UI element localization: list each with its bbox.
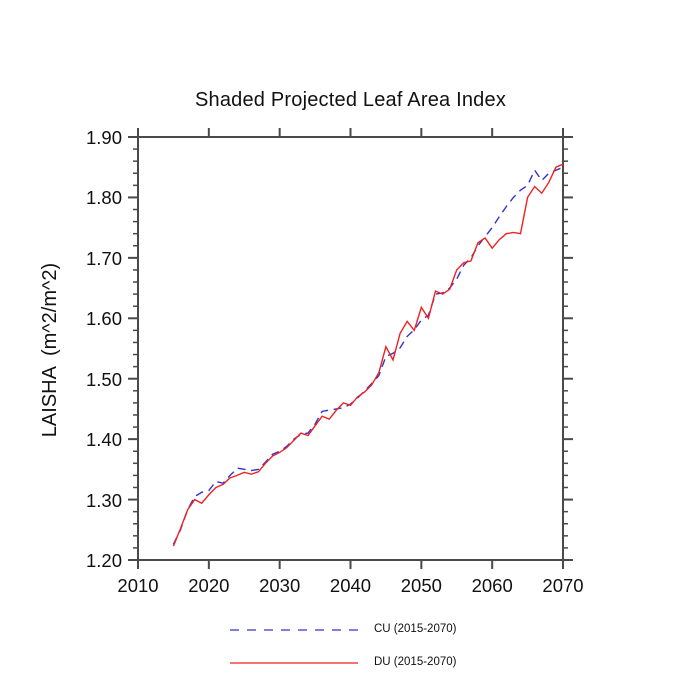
du-series-line	[172, 163, 564, 547]
y-tick-label: 1.90	[85, 127, 122, 148]
plot-frame	[137, 136, 564, 561]
y-tick-label: 1.30	[85, 489, 122, 511]
legend-item-cu: CU (2015-2070)	[0, 623, 700, 636]
y-tick-label: 1.70	[85, 247, 122, 269]
y-tick-label: 1.50	[85, 368, 122, 390]
x-tick-label: 2060	[471, 575, 513, 596]
cu-series-line	[172, 166, 564, 545]
y-tick-label: 1.40	[85, 429, 122, 451]
x-tick-label: 2040	[329, 575, 372, 596]
y-tick-label: 1.80	[85, 187, 122, 209]
legend-item-du: DU (2015-2070)	[0, 656, 700, 669]
x-tick-label: 2070	[542, 575, 584, 596]
cu-line-swatch	[230, 629, 358, 631]
y-tick-label: 1.60	[85, 308, 122, 330]
chart-title: Shaded Projected Leaf Area Index	[194, 89, 507, 111]
x-tick-label: 2030	[259, 575, 301, 596]
y-tick-label: 1.20	[85, 550, 122, 571]
legend-label-cu: CU (2015-2070)	[374, 623, 457, 635]
x-tick-label: 2050	[400, 575, 442, 596]
x-tick-label: 2010	[117, 575, 159, 596]
du-line-swatch	[230, 662, 358, 664]
legend-label-du: DU (2015-2070)	[374, 656, 457, 668]
x-tick-label: 2020	[188, 575, 230, 596]
